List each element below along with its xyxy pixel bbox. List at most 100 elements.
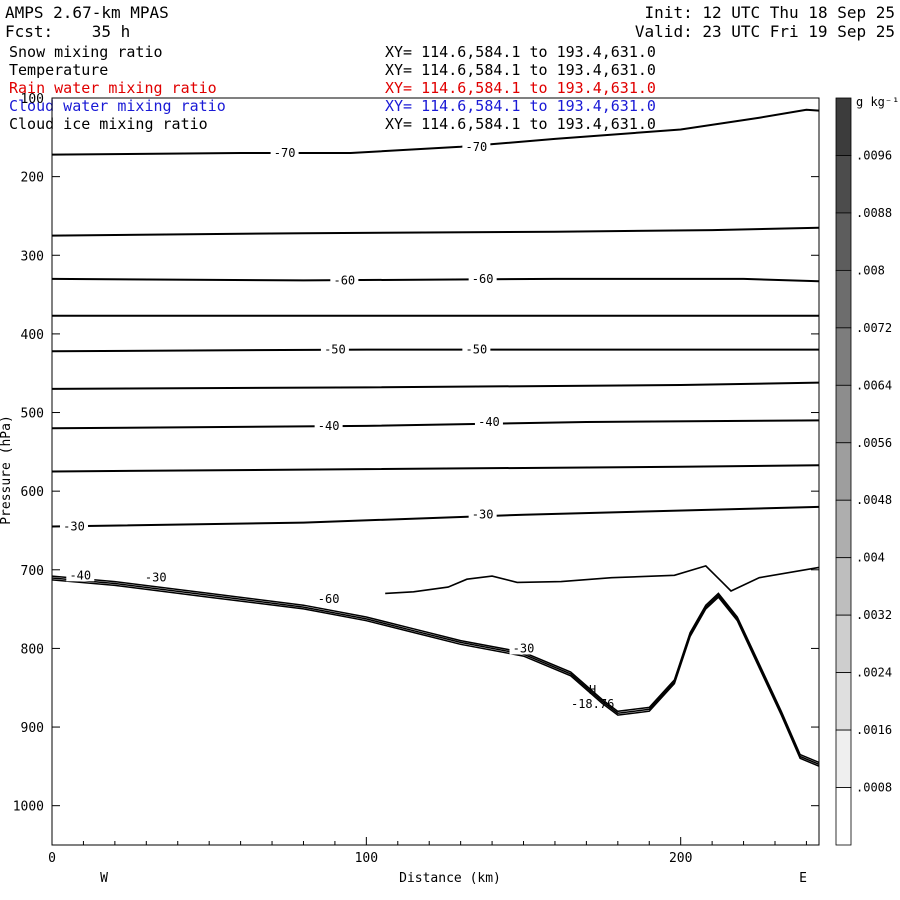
legend-cloud-ice-name: Cloud ice mixing ratio (9, 115, 208, 133)
colorbar-tick-label: .0024 (856, 666, 892, 680)
y-tick-label: 700 (21, 564, 44, 579)
colorbar-swatch (835, 384, 852, 444)
colorbar-tick-label: .004 (856, 551, 885, 565)
y-tick-label: 300 (21, 249, 44, 264)
colorbar-tick-label: .0016 (856, 723, 892, 737)
y-tick-label: 600 (21, 485, 44, 500)
contour-label: -50 (466, 343, 488, 357)
colorbar-swatch (835, 787, 852, 846)
plot-frame (51, 97, 820, 846)
legend-rain-name: Rain water mixing ratio (9, 79, 217, 97)
contour-label-bg (468, 271, 497, 285)
colorbar-unit: g kg⁻¹ (856, 95, 899, 109)
contour-label-bg (474, 414, 503, 428)
y-tick-label: 900 (21, 721, 44, 736)
contour-label: -60 (318, 592, 340, 606)
contour-label-bg (462, 342, 491, 356)
terrain-contour-line (51, 579, 820, 767)
y-tick-label: 400 (21, 328, 44, 343)
colorbar-tick-label: .0008 (856, 781, 892, 795)
terrain-contour-line (51, 575, 820, 764)
contour-label-bg (468, 507, 497, 521)
high-marker-label: H (589, 683, 596, 697)
legend-cloud-water-xy: XY= 114.6,584.1 to 193.4,631.0 (385, 97, 656, 115)
y-tick-label: 800 (21, 642, 44, 657)
colorbar-swatch (835, 155, 852, 214)
isotherm-line (51, 381, 820, 390)
forecast-hour: Fcst: 35 h (5, 22, 131, 41)
colorbar-tick-label: .008 (856, 263, 885, 277)
colorbar-tick-label: .0096 (856, 148, 892, 162)
contour-label-bg (270, 146, 299, 160)
colorbar-tick-label: .0088 (856, 206, 892, 220)
contour-label: -70 (274, 146, 296, 160)
isotherm-line (51, 464, 820, 473)
isotherm-line (51, 419, 820, 430)
colorbar-swatch (835, 729, 852, 788)
y-tick-label: 500 (21, 407, 44, 422)
legend-temperature-name: Temperature (9, 61, 109, 79)
y-axis-label: Pressure (hPa) (0, 415, 14, 525)
y-tick-label: 200 (21, 171, 44, 186)
x-tick-label: 0 (48, 851, 56, 866)
contour-label-bg (141, 570, 170, 584)
colorbar-tick-label: .0032 (856, 608, 892, 622)
x-end-label-west: W (100, 871, 108, 886)
contour-label-bg (60, 519, 89, 533)
isotherm-line (51, 226, 820, 237)
x-tick-label: 100 (355, 851, 378, 866)
contour-label: -30 (472, 508, 494, 522)
colorbar-swatch (835, 212, 852, 271)
colorbar-swatch (835, 672, 852, 731)
high-marker-value: -18.76 (571, 697, 614, 711)
colorbar-swatch (835, 269, 852, 329)
colorbar-tick-label: .0064 (856, 378, 892, 392)
colorbar-swatch (835, 442, 852, 501)
contour-label: -30 (513, 641, 535, 655)
contour-label-bg (314, 418, 343, 432)
valid-time: Valid: 23 UTC Fri 19 Sep 25 (634, 22, 895, 41)
terrain-contour-line (51, 577, 820, 765)
init-time: Init: 12 UTC Thu 18 Sep 25 (644, 3, 895, 22)
colorbar-swatch (835, 499, 852, 559)
contour-label: -40 (69, 568, 91, 582)
contour-label-bg (462, 139, 491, 153)
contour-label-bg (314, 591, 343, 605)
colorbar-swatch (835, 614, 852, 674)
x-axis-label: Distance (km) (399, 871, 501, 886)
contour-label: -40 (478, 415, 500, 429)
x-end-label-east: E (799, 871, 807, 886)
colorbar-tick-label: .0072 (856, 321, 892, 335)
y-tick-label: 1000 (13, 800, 44, 815)
contour-label: -30 (63, 520, 85, 534)
isotherm-line (51, 348, 819, 353)
app-title: AMPS 2.67-km MPAS (5, 3, 169, 22)
colorbar-swatch (835, 97, 852, 156)
contour-label: -50 (324, 343, 346, 357)
legend-temperature-xy: XY= 114.6,584.1 to 193.4,631.0 (385, 61, 656, 79)
contour-label: -60 (333, 273, 355, 287)
legend-rain-xy: XY= 114.6,584.1 to 193.4,631.0 (385, 79, 656, 97)
isotherm-line (51, 277, 820, 283)
contour-label-bg (66, 568, 95, 582)
contour-label-bg (509, 641, 538, 655)
colorbar-swatch (835, 327, 852, 386)
colorbar-tick-label: .0048 (856, 493, 892, 507)
isotherm-line (51, 505, 820, 528)
contour-label: -40 (318, 419, 340, 433)
isotherm-line (51, 108, 820, 156)
legend-snow-xy: XY= 114.6,584.1 to 193.4,631.0 (385, 43, 656, 61)
contour-label: -60 (472, 272, 494, 286)
y-tick-label: 100 (21, 92, 44, 107)
legend-cloud-ice-xy: XY= 114.6,584.1 to 193.4,631.0 (385, 115, 656, 133)
contour-label-bg (320, 342, 349, 356)
contour-label-bg (330, 273, 359, 287)
contour-label: -70 (466, 140, 488, 154)
colorbar-swatch (835, 557, 852, 616)
contour-label: -30 (145, 571, 167, 585)
colorbar-tick-label: .0056 (856, 436, 892, 450)
cloud-contour-line (385, 564, 820, 595)
legend-snow-name: Snow mixing ratio (9, 43, 163, 61)
x-tick-label: 200 (669, 851, 692, 866)
